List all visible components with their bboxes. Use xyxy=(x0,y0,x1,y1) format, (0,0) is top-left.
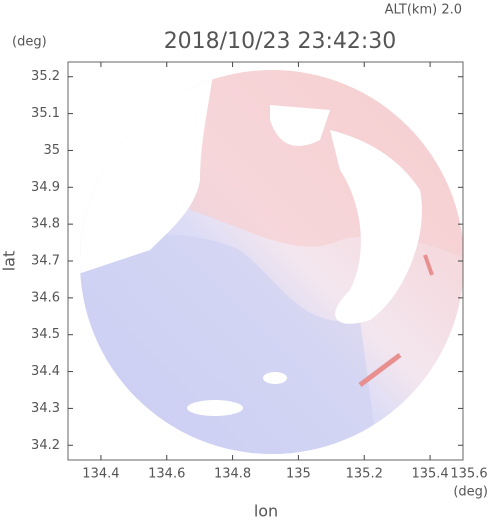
y-tick-label: 34.4 xyxy=(31,364,60,379)
x-tick-label: 135.4 xyxy=(411,467,448,482)
x-tick-label: 135.6 xyxy=(450,467,487,482)
y-tick-label: 34.9 xyxy=(31,180,60,195)
y-tick-label: 35 xyxy=(43,143,60,158)
x-tick-label: 135.2 xyxy=(346,467,383,482)
y-tick-label: 35.2 xyxy=(31,69,60,84)
x-tick-label: 134.6 xyxy=(148,467,185,482)
y-unit: (deg) xyxy=(12,35,47,50)
x-tick-label: 134.4 xyxy=(82,467,119,482)
x-unit: (deg) xyxy=(453,485,488,500)
y-tick-label: 34.5 xyxy=(31,327,60,342)
radar-field xyxy=(80,70,463,454)
x-tick-label: 134.8 xyxy=(214,467,251,482)
y-tick-label: 34.6 xyxy=(31,290,60,305)
y-tick-label: 34.3 xyxy=(31,401,60,416)
y-axis-label: lat xyxy=(0,251,19,272)
x-tick-label: 135 xyxy=(286,467,311,482)
y-tick-label: 34.7 xyxy=(31,254,60,269)
chart-title: 2018/10/23 23:42:30 xyxy=(164,29,397,54)
y-tick-label: 34.2 xyxy=(31,438,60,453)
y-tick-label: 35.1 xyxy=(31,106,60,121)
y-tick-label: 34.8 xyxy=(31,217,60,232)
x-axis-label: lon xyxy=(254,502,278,521)
subtitle: ALT(km) 2.0 xyxy=(385,3,462,18)
